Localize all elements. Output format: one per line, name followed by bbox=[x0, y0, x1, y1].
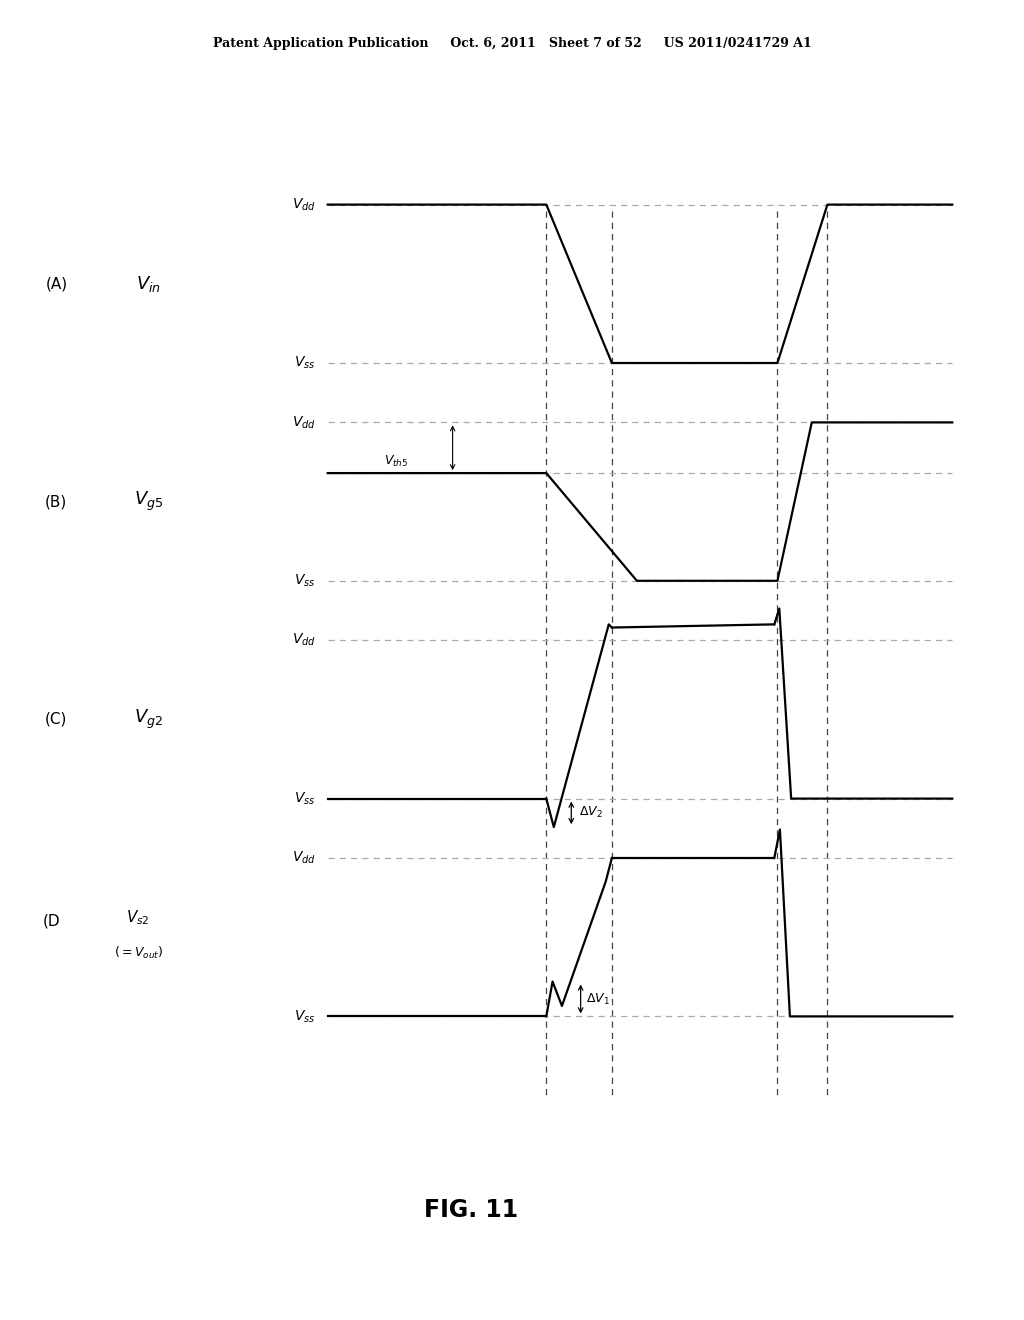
Text: (B): (B) bbox=[45, 494, 68, 510]
Text: Patent Application Publication     Oct. 6, 2011   Sheet 7 of 52     US 2011/0241: Patent Application Publication Oct. 6, 2… bbox=[213, 37, 811, 50]
Text: $V_{g5}$: $V_{g5}$ bbox=[134, 490, 163, 513]
Text: (A): (A) bbox=[45, 276, 68, 292]
Text: $V_{g2}$: $V_{g2}$ bbox=[134, 708, 163, 731]
Text: $V_{ss}$: $V_{ss}$ bbox=[294, 573, 315, 589]
Text: $V_{dd}$: $V_{dd}$ bbox=[292, 414, 315, 430]
Text: $V_{ss}$: $V_{ss}$ bbox=[294, 791, 315, 807]
Text: (C): (C) bbox=[45, 711, 68, 727]
Text: $V_{s2}$: $V_{s2}$ bbox=[126, 908, 151, 927]
Text: $V_{dd}$: $V_{dd}$ bbox=[292, 197, 315, 213]
Text: $V_{in}$: $V_{in}$ bbox=[136, 273, 161, 294]
Text: $(=V_{out})$: $(=V_{out})$ bbox=[114, 945, 163, 961]
Text: $V_{dd}$: $V_{dd}$ bbox=[292, 850, 315, 866]
Text: $\Delta V_1$: $\Delta V_1$ bbox=[586, 991, 609, 1007]
Text: $V_{ss}$: $V_{ss}$ bbox=[294, 1008, 315, 1024]
Text: $V_{ss}$: $V_{ss}$ bbox=[294, 355, 315, 371]
Text: (D: (D bbox=[42, 913, 60, 929]
Text: $\Delta V_2$: $\Delta V_2$ bbox=[580, 805, 603, 821]
Text: FIG. 11: FIG. 11 bbox=[424, 1199, 518, 1222]
Text: $V_{dd}$: $V_{dd}$ bbox=[292, 632, 315, 648]
Text: $V_{th5}$: $V_{th5}$ bbox=[384, 454, 409, 470]
